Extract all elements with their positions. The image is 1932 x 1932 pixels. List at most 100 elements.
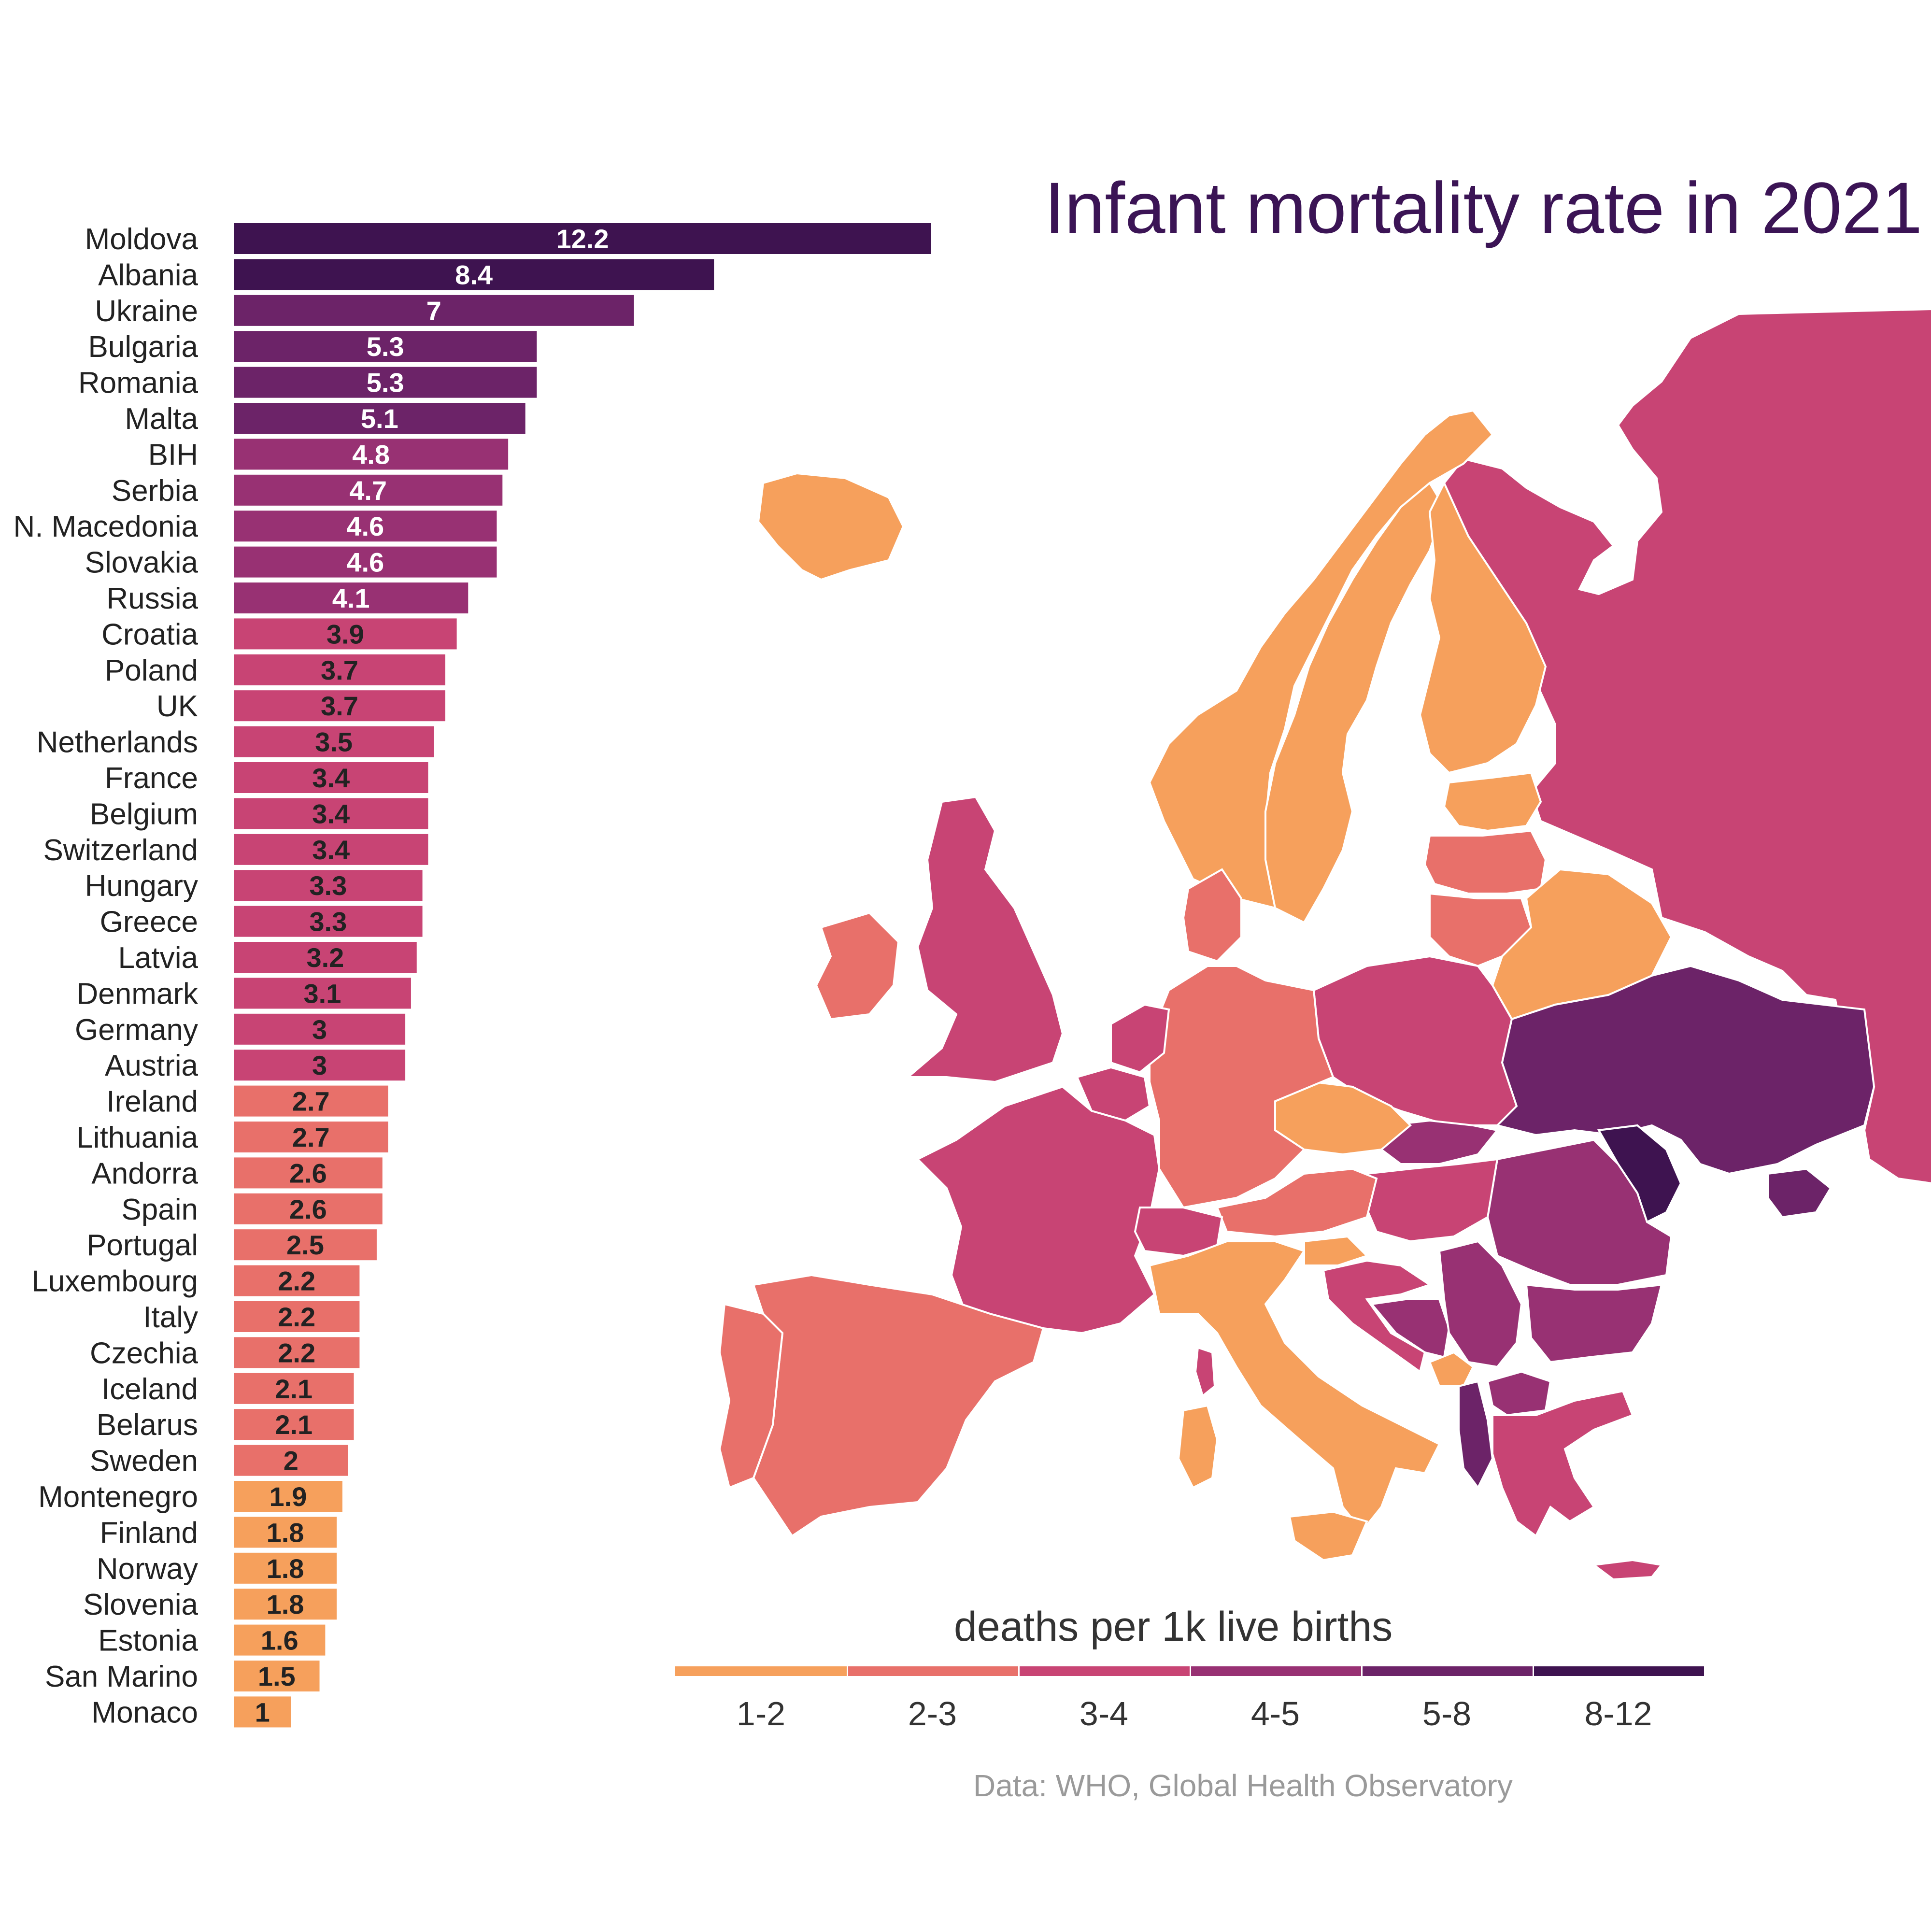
category-label: Denmark (76, 977, 199, 1010)
category-label: Germany (75, 1013, 198, 1047)
category-label: Bulgaria (88, 330, 199, 364)
category-label: Belgium (90, 797, 198, 831)
data-label: 5.1 (361, 403, 398, 434)
bar (234, 1193, 383, 1224)
bar (234, 582, 469, 613)
data-label: 3.4 (312, 798, 350, 829)
bar (234, 1445, 348, 1476)
bar (234, 367, 537, 398)
map-region-latvia (1423, 829, 1547, 895)
data-label: 4.8 (352, 439, 390, 469)
bar (234, 403, 526, 434)
data-label: 3.7 (321, 691, 358, 721)
bar (234, 654, 445, 685)
map-region-slovakia (1380, 1119, 1499, 1165)
bar (234, 690, 445, 722)
bar (234, 511, 497, 542)
bar (234, 1122, 388, 1152)
data-label: 1.6 (261, 1625, 298, 1656)
map-region-iceland (757, 472, 905, 581)
data-label: 4.6 (346, 547, 384, 578)
category-label: Norway (97, 1552, 198, 1586)
category-label: Netherlands (37, 726, 198, 759)
category-label: Ukraine (95, 295, 198, 328)
bar (234, 1661, 320, 1691)
category-label: Serbia (112, 474, 199, 508)
data-label: 2.5 (286, 1230, 324, 1260)
data-label: 3.9 (327, 619, 364, 649)
bar (234, 1085, 388, 1117)
data-label: 3.3 (309, 870, 347, 901)
data-label: 12.2 (556, 224, 609, 254)
category-label: Andorra (91, 1157, 198, 1190)
data-label: 2.2 (278, 1302, 315, 1332)
data-label: 1.8 (267, 1553, 304, 1584)
map-region-estonia (1443, 771, 1542, 832)
map-region-greece (1492, 1390, 1634, 1538)
bar (234, 798, 428, 829)
map-region-slovenia (1303, 1235, 1369, 1266)
category-label: Latvia (118, 941, 199, 975)
bar (234, 1337, 360, 1368)
bar (234, 1157, 383, 1189)
map-region-romania (1486, 1138, 1673, 1286)
category-label: Ireland (106, 1085, 198, 1119)
bar (234, 474, 503, 506)
data-label: 2.6 (289, 1158, 327, 1188)
category-label: Poland (105, 654, 198, 687)
bar (234, 1552, 337, 1584)
category-label: Belarus (97, 1408, 198, 1442)
category-label: Czechia (90, 1336, 199, 1370)
bar (234, 978, 411, 1009)
data-label: 1 (255, 1697, 270, 1727)
data-label: 5.3 (367, 368, 404, 398)
category-label: BIH (148, 438, 198, 471)
map-region-netherlands (1110, 1003, 1170, 1074)
category-label: Hungary (85, 869, 198, 903)
bar (234, 906, 423, 937)
category-label: Russia (106, 582, 198, 615)
bar (234, 942, 417, 973)
data-label: 4.6 (346, 511, 384, 541)
category-label: Luxembourg (31, 1265, 198, 1298)
data-label: 3 (312, 1014, 327, 1045)
category-label: Albania (98, 258, 198, 292)
map-region-denmark (1182, 868, 1242, 963)
bar (234, 1409, 354, 1440)
data-label: 2.7 (292, 1122, 330, 1152)
data-label: 5.3 (367, 331, 404, 362)
category-label: N. Macedonia (13, 510, 198, 543)
map-region-montenegro (1428, 1351, 1475, 1387)
data-label: 7 (426, 296, 441, 326)
map-region-finland (1419, 481, 1547, 774)
bar (234, 223, 931, 254)
data-label: 3 (312, 1050, 327, 1080)
category-label: Croatia (101, 618, 198, 651)
data-label: 1.8 (267, 1517, 304, 1548)
category-label: UK (156, 690, 198, 723)
bar (234, 726, 434, 757)
category-label: Sweden (90, 1445, 198, 1478)
map-region-austria (1216, 1167, 1378, 1238)
data-label: 3.4 (312, 763, 350, 793)
data-label: 4.1 (332, 583, 370, 613)
category-label: San Marino (45, 1660, 198, 1693)
data-label: 2.2 (278, 1337, 315, 1368)
bar (234, 331, 537, 362)
category-label: Monaco (91, 1696, 198, 1729)
data-label: 3.5 (315, 727, 353, 757)
data-label: 1.5 (258, 1661, 296, 1691)
data-label: 3.7 (321, 655, 358, 685)
bar (234, 1373, 354, 1404)
bar (234, 1624, 326, 1656)
map-region-crimea (1767, 1167, 1832, 1219)
map-region-france (916, 1085, 1161, 1335)
bar (234, 762, 428, 793)
map-region-portugal (718, 1303, 784, 1489)
map-region-germany (1149, 965, 1335, 1209)
bar (234, 1589, 337, 1620)
data-label: 8.4 (455, 259, 493, 290)
bar (234, 834, 428, 865)
